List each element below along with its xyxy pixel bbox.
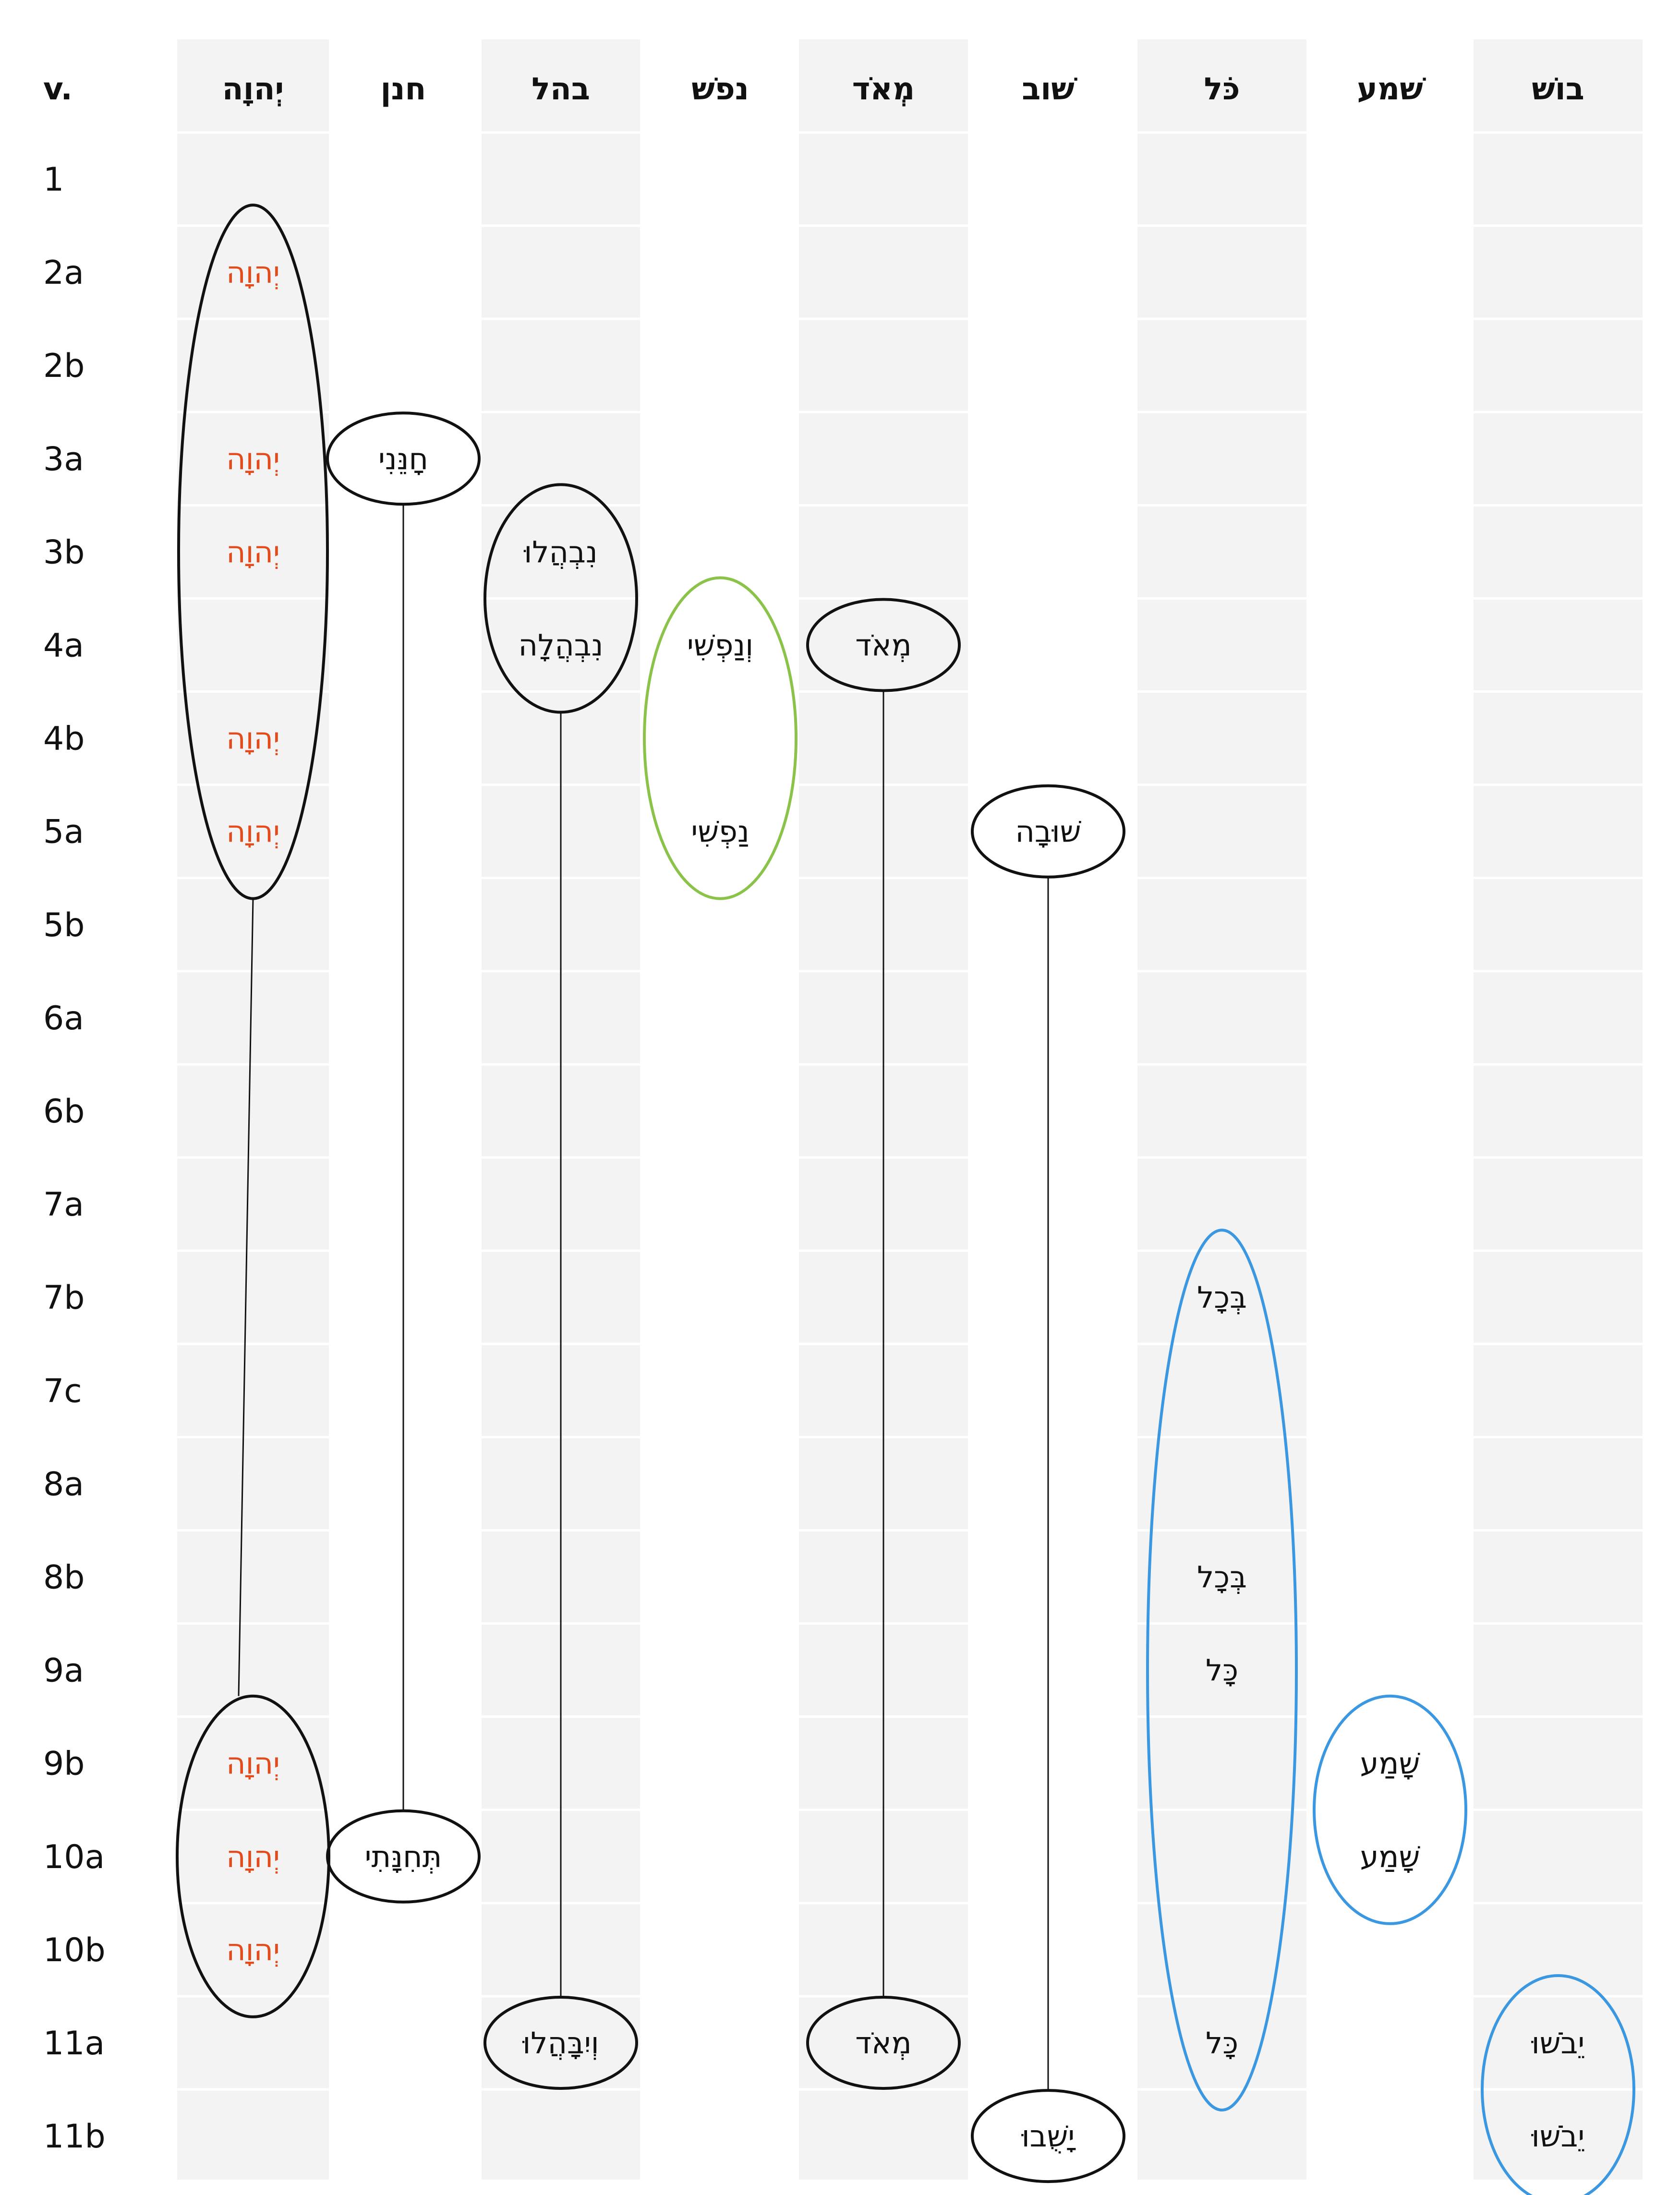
verse-label: 8a <box>43 1465 84 1503</box>
column-header-shama: שׁמע <box>1357 72 1426 107</box>
verse-label: 9b <box>43 1745 85 1783</box>
group-oval-bhl <box>483 483 638 714</box>
word-meod: מְאֹד <box>855 2026 911 2061</box>
word-yhwh: יְהוָה <box>226 255 280 290</box>
word-shub: יָשֻׁבוּ <box>1021 2119 1076 2154</box>
verse-label: 10a <box>43 1838 105 1876</box>
verse-label: 11b <box>43 2118 106 2156</box>
column-header-npsh: נפשׁ <box>691 72 749 107</box>
verse-label: 7a <box>43 1186 84 1224</box>
word-kol: בְּכָל <box>1197 1560 1247 1595</box>
group-oval-meod <box>806 1996 961 2090</box>
column-header-bhl: בהל <box>532 72 590 107</box>
group-oval-shama <box>1313 1694 1467 1925</box>
word-bhl: נִבְהֲלָה <box>519 628 604 663</box>
word-bosh: יֵבֹשׁוּ <box>1531 2026 1584 2061</box>
verse-label: 10b <box>43 1931 106 1969</box>
word-yhwh: יְהוָה <box>226 1746 280 1781</box>
verse-label: 3a <box>43 440 84 478</box>
group-oval-npsh <box>643 576 798 900</box>
word-shama: שָׁמַע <box>1360 1746 1421 1781</box>
word-kol: כָּל <box>1206 2026 1238 2061</box>
connector-lines <box>238 504 1049 2091</box>
verse-label: 7b <box>43 1279 85 1317</box>
column-shade-yhwh <box>177 39 329 2180</box>
verse-label: 6a <box>43 1000 84 1037</box>
connector-line-yhwh <box>238 898 254 1696</box>
column-header-bosh: בושׁ <box>1532 72 1584 107</box>
column-shade-kol <box>1137 39 1306 2180</box>
word-bhl: נִבְהֲלוּ <box>523 534 598 569</box>
verse-label: 6b <box>43 1093 85 1131</box>
column-header-shub: שׁוב <box>1022 72 1077 107</box>
group-oval-yhwh <box>177 204 329 900</box>
verse-label: 1 <box>43 161 64 199</box>
verse-label: 2a <box>43 254 84 292</box>
group-oval-meod <box>806 598 961 692</box>
word-bhl: וְיִבָּהֲלוּ <box>522 2026 599 2061</box>
verse-label: 4a <box>43 627 84 665</box>
word-npsh: נַפְשִׁי <box>691 814 749 849</box>
word-yhwh: יְהוָה <box>226 441 280 476</box>
word-hnn: חָנֵּנִי <box>378 441 428 476</box>
word-yhwh: יְהוָה <box>226 534 280 569</box>
verse-label: 9a <box>43 1652 84 1690</box>
verse-label: 3b <box>43 533 85 571</box>
verse-label: 5a <box>43 813 84 851</box>
word-yhwh: יְהוָה <box>226 721 280 756</box>
group-oval-shub <box>971 2089 1125 2183</box>
row-dividers <box>163 131 1652 2184</box>
word-yhwh: יְהוָה <box>226 1839 280 1874</box>
verse-label: 5b <box>43 906 85 944</box>
verse-label: 8b <box>43 1559 85 1597</box>
verse-label: 4b <box>43 720 85 758</box>
group-oval-kol <box>1146 1229 1298 2112</box>
group-oval-bosh <box>1481 1974 1635 2195</box>
column-header-kol: כֹּל <box>1204 72 1240 107</box>
word-shub: שׁוּבָה <box>1015 814 1081 849</box>
group-oval-hnn <box>326 411 481 506</box>
word-npsh: וְנַפְשִׁי <box>687 628 753 663</box>
verse-label: 2b <box>43 347 85 385</box>
word-bosh: יֵבֹשׁוּ <box>1531 2119 1584 2154</box>
group-ovals <box>176 204 1635 2195</box>
word-kol: בְּכָל <box>1197 1280 1247 1315</box>
column-header-yhwh: יְהוָה <box>222 72 284 107</box>
word-shama: שָׁמַע <box>1360 1839 1421 1874</box>
column-header-meod: מְאֹד <box>852 72 915 107</box>
text-layer: v. יְהוָה חנן בהל נפשׁ מְאֹד שׁוב כֹּל שׁמע בושׁ… <box>43 72 1584 2156</box>
group-oval-shub <box>971 784 1125 879</box>
verse-label: 11a <box>43 2025 105 2062</box>
column-shade-bosh <box>1474 39 1643 2180</box>
word-hnn: תְּחִנָּתִי <box>365 1839 442 1874</box>
word-meod: מְאֹד <box>855 628 911 663</box>
word-yhwh: יְהוָה <box>226 1932 280 1967</box>
column-header-hnn: חנן <box>381 72 426 107</box>
word-kol: כָּל <box>1206 1653 1238 1688</box>
verse-column-header: v. <box>43 72 73 107</box>
group-oval-bhl <box>483 1996 638 2090</box>
verse-label: 7c <box>43 1372 82 1410</box>
group-oval-hnn <box>326 1809 481 1904</box>
word-yhwh: יְהוָה <box>226 814 280 849</box>
